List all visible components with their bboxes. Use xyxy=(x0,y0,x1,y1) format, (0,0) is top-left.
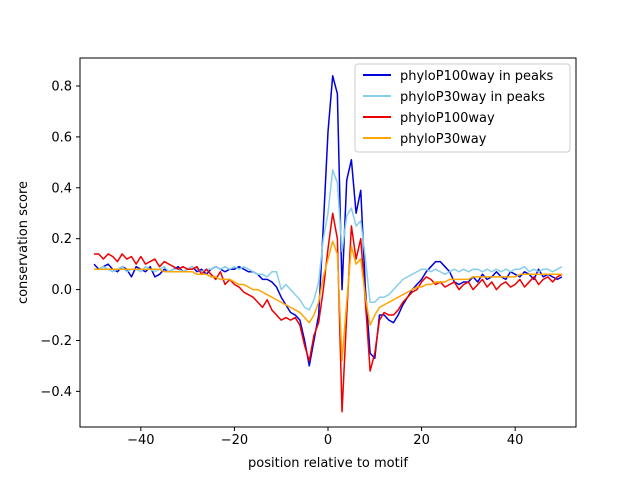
series-line-phylop100way xyxy=(94,212,563,413)
x-tick-label: 20 xyxy=(413,433,430,448)
legend-box xyxy=(354,63,571,153)
x-axis-label: position relative to motif xyxy=(248,456,408,471)
y-tick-label: 0.4 xyxy=(51,181,72,196)
y-tick-label: 0.0 xyxy=(51,283,72,298)
x-tick-label: 40 xyxy=(507,433,524,448)
x-tick-label: 0 xyxy=(324,433,332,448)
legend-label: phyloP30way in peaks xyxy=(400,90,545,105)
x-tick-label: −40 xyxy=(127,433,154,448)
y-tick-label: 0.2 xyxy=(51,232,72,247)
y-axis-ticks: −0.4 −0.2 0.0 0.2 0.4 0.6 0.8 xyxy=(40,79,80,400)
x-tick-label: −20 xyxy=(221,433,248,448)
y-tick-label: −0.2 xyxy=(40,334,72,349)
series-line-phylop30way xyxy=(94,240,562,362)
legend-label: phyloP100way xyxy=(400,111,495,126)
y-tick-label: 0.8 xyxy=(51,79,72,94)
series-line-phylop30way-in-peaks xyxy=(94,169,563,311)
x-axis-ticks: −40 −20 0 20 40 xyxy=(127,427,523,448)
y-tick-label: −0.4 xyxy=(40,385,72,400)
y-tick-label: 0.6 xyxy=(51,130,72,145)
y-axis-label: conservation score xyxy=(16,181,31,304)
series-layer xyxy=(93,75,563,413)
legend-label: phyloP100way in peaks xyxy=(400,69,554,84)
legend-label: phyloP30way xyxy=(400,132,487,147)
legend: phyloP100way in peaks phyloP30way in peak… xyxy=(354,63,571,153)
